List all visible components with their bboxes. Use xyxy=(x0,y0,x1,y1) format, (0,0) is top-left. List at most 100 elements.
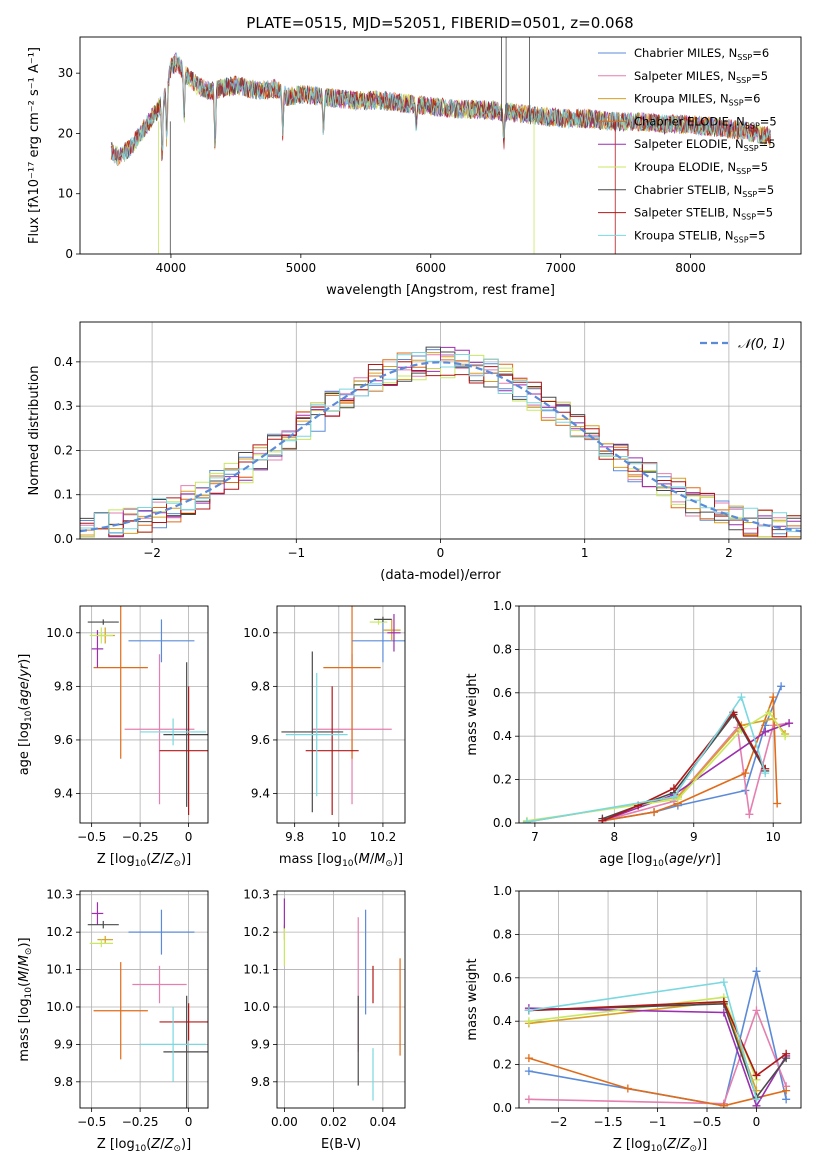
x-tick-label: −0.25 xyxy=(122,830,159,844)
errorbar-point-8 xyxy=(140,718,207,746)
axes-frame xyxy=(79,890,209,1109)
y-axis-label: mass [log10(M/M⊙)] xyxy=(17,937,34,1061)
y-tick-label: 0.8 xyxy=(493,642,512,656)
x-tick-label: 8 xyxy=(611,830,619,844)
weight-marker xyxy=(522,817,531,823)
x-tick-label: −0.25 xyxy=(122,1115,159,1129)
x-tick-label: −2 xyxy=(143,546,161,560)
weight-marker xyxy=(773,799,782,808)
y-tick-label: 10.0 xyxy=(46,626,73,640)
axes-frame xyxy=(518,890,802,1109)
y-tick-label: 0.2 xyxy=(54,443,73,457)
weight-marker xyxy=(782,1086,791,1095)
weight-line xyxy=(528,1007,787,1108)
weight-marker xyxy=(782,1095,791,1104)
y-tick-label: 9.6 xyxy=(54,733,73,747)
figure-title: PLATE=0515, MJD=52051, FIBERID=0501, z=0… xyxy=(246,14,633,32)
weight-marker xyxy=(524,1017,533,1026)
x-axis-label: Z [log10(Z/Z⊙)] xyxy=(613,1137,707,1154)
errorbar-point-9 xyxy=(87,920,119,929)
y-tick-label: 0.0 xyxy=(54,532,73,546)
x-tick-label: −2 xyxy=(550,1115,568,1129)
legend-label-kroupa_elodie: Kroupa ELODIE, NSSP=5 xyxy=(634,160,768,176)
weight-marker xyxy=(765,708,774,717)
x-tick-label: 7000 xyxy=(545,261,576,275)
y-tick-label: 10.0 xyxy=(46,1000,73,1014)
plot-area-age_vs_Z xyxy=(80,606,208,823)
y-tick-label: 0.2 xyxy=(493,1058,512,1072)
y-axis-label: Normed distribution xyxy=(27,366,42,496)
errorbar-point-0 xyxy=(128,909,195,955)
x-tick-label: 1 xyxy=(581,546,589,560)
plot-area-mass_weight_vs_Z xyxy=(519,891,801,1108)
y-tick-label: 10.0 xyxy=(243,626,270,640)
weight-line xyxy=(528,981,758,1100)
y-tick-label: 9.8 xyxy=(251,1075,270,1089)
weight-marker xyxy=(719,978,728,987)
errorbar-point-0 xyxy=(128,619,195,663)
weight-marker xyxy=(769,693,778,702)
weight-marker xyxy=(782,1049,791,1058)
weight-marker xyxy=(752,967,761,976)
errorbar-point-4 xyxy=(91,902,104,925)
weight-series-8 xyxy=(524,978,761,1104)
weight-marker xyxy=(752,1071,761,1080)
x-axis-label: Z [log10(Z/Z⊙)] xyxy=(97,1137,191,1154)
plot-area-mass_vs_Z xyxy=(80,891,208,1108)
x-axis-label: E(B-V) xyxy=(321,1137,361,1152)
legend-label-gaussian: 𝒩(0, 1) xyxy=(738,337,785,352)
y-tick-label: 0.4 xyxy=(493,729,512,743)
weight-marker xyxy=(777,682,786,691)
errorbar-point-5 xyxy=(89,627,113,644)
weight-marker xyxy=(669,792,678,801)
y-axis-label: Flux [fλ10⁻¹⁷ erg cm⁻² s⁻¹ A⁻¹] xyxy=(27,47,42,244)
errorbar-point-2 xyxy=(93,962,148,1060)
errorbar-point-2 xyxy=(323,606,381,759)
errorbar-point-1 xyxy=(132,965,187,1004)
x-tick-label: −0.5 xyxy=(77,830,106,844)
axes-spectrum: 4000 5000 6000 7000 8000 0 10 20 30 wavelength [A… xyxy=(27,36,802,298)
x-tick-label: 0 xyxy=(437,546,445,560)
weight-series-7 xyxy=(598,708,770,823)
y-tick-label: 0.3 xyxy=(54,399,73,413)
x-tick-label: 10 xyxy=(766,830,781,844)
axes-age_vs_Z: −0.5 −0.25 0 9.4 9.6 9.8 10.0 Z [log10(Z/Z⊙)] ag… xyxy=(17,605,209,869)
x-tick-label: 2 xyxy=(725,546,733,560)
weight-line xyxy=(602,686,782,822)
errorbar-point-0 xyxy=(352,619,405,663)
y-tick-label: 9.4 xyxy=(251,787,270,801)
axes-frame xyxy=(79,36,802,255)
x-tick-label: 6000 xyxy=(415,261,446,275)
weight-line xyxy=(528,1057,787,1107)
axes-age_vs_mass: 9.8 10 10.2 9.4 9.6 9.8 10.0 mass [log10(M/M⊙)] xyxy=(243,605,406,869)
plot-area-spectrum xyxy=(110,37,771,254)
plot-area-age_vs_mass xyxy=(277,606,405,823)
plot-area-mass_weight_vs_age xyxy=(519,606,801,823)
gaussian-curve xyxy=(80,361,801,533)
weight-line xyxy=(526,711,786,822)
x-tick-label: 0 xyxy=(185,1115,193,1129)
histogram-series-C7 xyxy=(80,346,801,531)
y-tick-label: 10.0 xyxy=(243,1000,270,1014)
y-tick-label: 30 xyxy=(58,66,73,80)
errorbar-point-9 xyxy=(87,619,119,625)
axes-mass_weight_vs_Z: −2 −1.5 −1 −0.5 0 0.0 0.2 0.4 0.6 0.8 1.0 Z [log10(… xyxy=(465,884,802,1154)
axes-frame xyxy=(276,890,406,1109)
axes-frame xyxy=(518,605,802,824)
y-tick-label: 10.3 xyxy=(46,888,73,902)
y-tick-label: 9.9 xyxy=(54,1037,73,1051)
histogram-series-C5 xyxy=(80,346,801,538)
y-tick-label: 9.8 xyxy=(54,1075,73,1089)
x-axis-label: Z [log10(Z/Z⊙)] xyxy=(97,852,191,869)
plot-area-mass_vs_ebv xyxy=(277,891,405,1108)
x-tick-label: 5000 xyxy=(286,261,317,275)
weight-marker xyxy=(598,816,607,823)
x-tick-label: 0.00 xyxy=(271,1115,298,1129)
axes-mass_vs_ebv: 0.00 0.02 0.04 9.8 9.9 10.0 10.1 10.2 10.3 E(B-V) xyxy=(243,888,406,1152)
errorbar-point-6 xyxy=(163,995,208,1108)
weight-line xyxy=(528,1002,787,1099)
x-tick-label: 10 xyxy=(331,830,346,844)
legend-label-chabrier_stelib: Chabrier STELIB, NSSP=5 xyxy=(634,183,774,199)
histogram-series-C9 xyxy=(80,352,801,534)
errorbar-point-5 xyxy=(89,939,113,948)
